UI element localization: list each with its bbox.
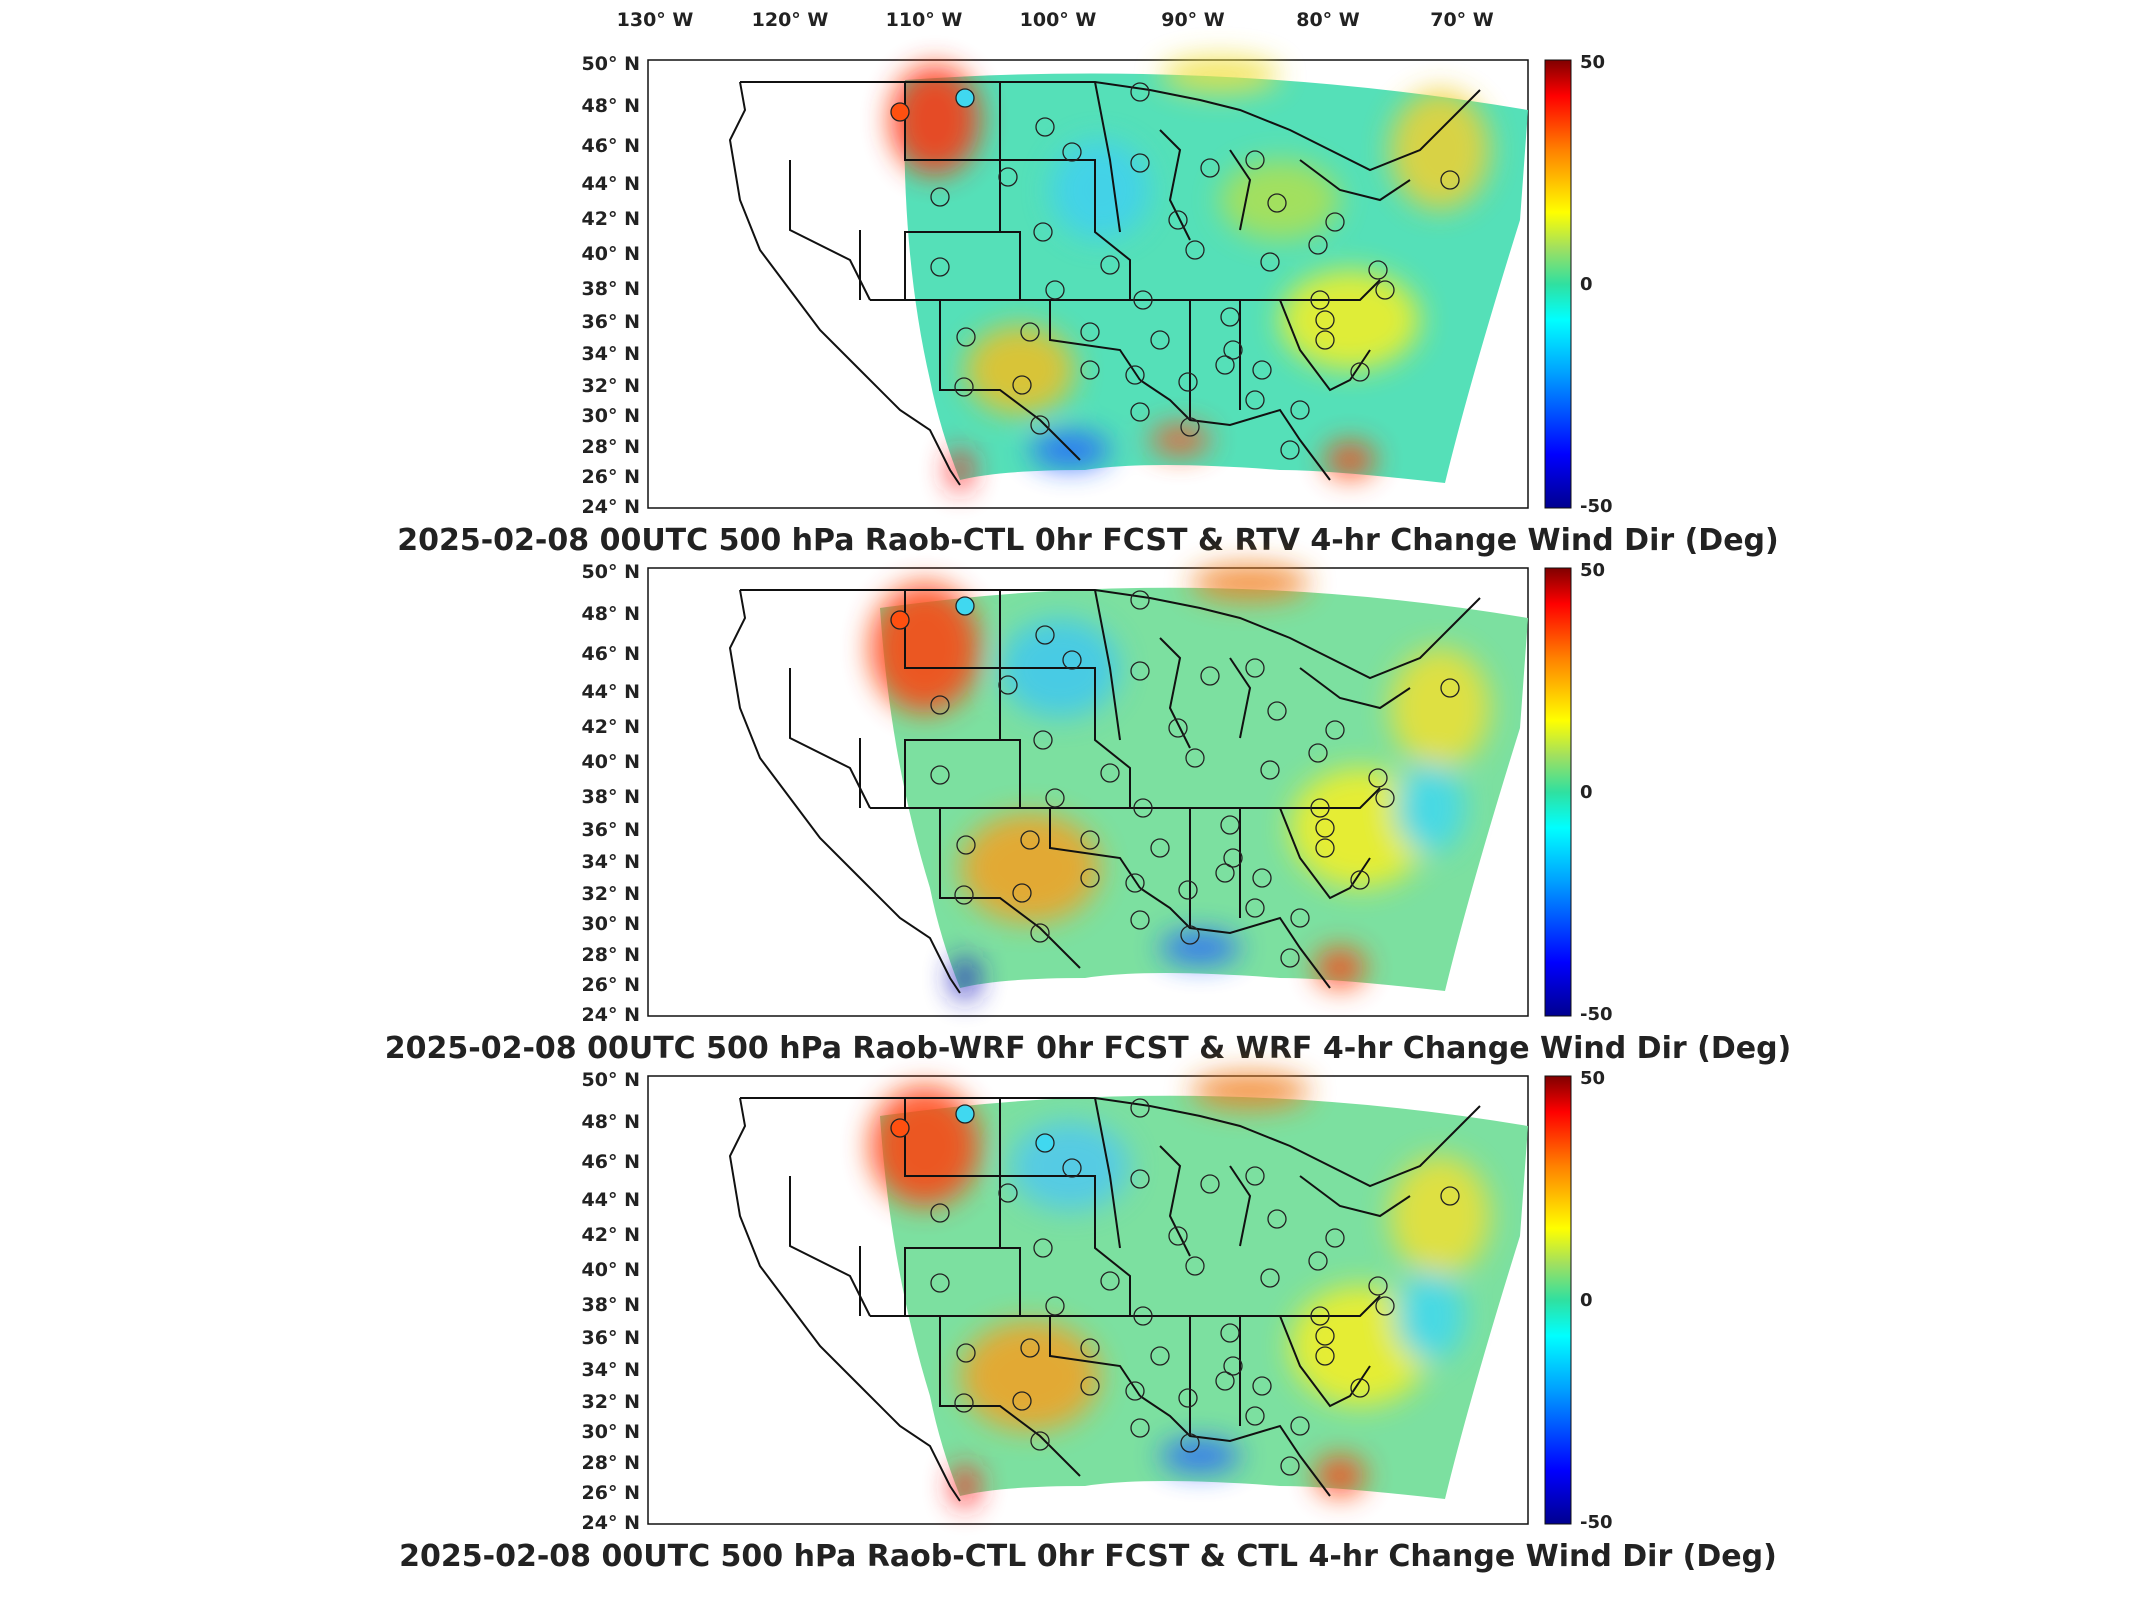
lat-label: 24° N	[582, 1512, 640, 1534]
lat-label: 28° N	[582, 436, 640, 458]
lat-label: 24° N	[582, 496, 640, 518]
lon-label: 100° W	[1020, 9, 1097, 31]
colorbar-max-label: 50	[1580, 52, 1605, 73]
state-boundaries	[728, 81, 1481, 486]
lon-label: 90° W	[1161, 9, 1225, 31]
lat-label: 50° N	[582, 53, 640, 75]
lat-label: 48° N	[582, 1111, 640, 1133]
colorbar	[1544, 1075, 1572, 1525]
lat-label: 26° N	[582, 466, 640, 488]
lat-label: 40° N	[582, 1259, 640, 1281]
lon-label: 110° W	[886, 9, 963, 31]
lat-label: 50° N	[582, 1069, 640, 1091]
panel-title: 2025-02-08 00UTC 500 hPa Raob-CTL 0hr FC…	[399, 1539, 1777, 1574]
lat-label: 46° N	[582, 135, 640, 157]
lat-label: 48° N	[582, 603, 640, 625]
lat-label: 30° N	[582, 1421, 640, 1443]
lat-label: 36° N	[582, 311, 640, 333]
lat-label: 24° N	[582, 1004, 640, 1026]
lat-label: 42° N	[582, 208, 640, 230]
lat-label: 28° N	[582, 1452, 640, 1474]
lat-label: 40° N	[582, 243, 640, 265]
lat-label: 48° N	[582, 95, 640, 117]
wind-direction-field	[870, 565, 1528, 1000]
map-panel-2: 50° N 48° N 46° N 44° N 42° N 40° N 38° …	[385, 560, 1792, 1066]
lat-label: 28° N	[582, 944, 640, 966]
wind-direction-field	[890, 57, 1528, 492]
lat-label: 26° N	[582, 974, 640, 996]
lat-label: 46° N	[582, 643, 640, 665]
lat-label: 46° N	[582, 1151, 640, 1173]
latitude-labels: 50° N 48° N 46° N 44° N 42° N 40° N 38° …	[582, 53, 640, 518]
raob-stations	[890, 1098, 1460, 1476]
raob-stations	[890, 82, 1460, 460]
map-panel-3: 50° N 48° N 46° N 44° N 42° N 40° N 38° …	[399, 1068, 1777, 1574]
colorbar-mid-label: 0	[1580, 274, 1593, 295]
colorbar	[1544, 59, 1572, 509]
colorbar-min-label: -50	[1580, 1004, 1613, 1025]
lat-label: 30° N	[582, 913, 640, 935]
lat-label: 36° N	[582, 819, 640, 841]
lon-label: 130° W	[617, 9, 694, 31]
colorbar-min-label: -50	[1580, 496, 1613, 517]
latitude-labels: 50° N 48° N 46° N 44° N 42° N 40° N 38° …	[582, 561, 640, 1026]
lat-label: 32° N	[582, 883, 640, 905]
panel-title: 2025-02-08 00UTC 500 hPa Raob-CTL 0hr FC…	[397, 523, 1779, 558]
lat-label: 44° N	[582, 681, 640, 703]
lat-label: 32° N	[582, 1391, 640, 1413]
latitude-labels: 50° N 48° N 46° N 44° N 42° N 40° N 38° …	[582, 1069, 640, 1534]
lat-label: 34° N	[582, 1359, 640, 1381]
colorbar-max-label: 50	[1580, 1068, 1605, 1089]
lat-label: 44° N	[582, 173, 640, 195]
colorbar-mid-label: 0	[1580, 782, 1593, 803]
lat-label: 42° N	[582, 1224, 640, 1246]
lat-label: 26° N	[582, 1482, 640, 1504]
state-boundaries	[728, 589, 1481, 994]
lon-label: 80° W	[1296, 9, 1360, 31]
lat-label: 38° N	[582, 1294, 640, 1316]
lat-label: 42° N	[582, 716, 640, 738]
colorbar-mid-label: 0	[1580, 1290, 1593, 1311]
longitude-labels: 130° W 120° W 110° W 100° W 90° W 80° W …	[617, 9, 1494, 31]
lat-label: 36° N	[582, 1327, 640, 1349]
raob-stations	[890, 590, 1460, 968]
lon-label: 120° W	[752, 9, 829, 31]
lat-label: 44° N	[582, 1189, 640, 1211]
map-panel-1: 50° N 48° N 46° N 44° N 42° N 40° N 38° …	[397, 52, 1779, 558]
lat-label: 34° N	[582, 343, 640, 365]
lat-label: 50° N	[582, 561, 640, 583]
panel-title: 2025-02-08 00UTC 500 hPa Raob-WRF 0hr FC…	[385, 1031, 1792, 1066]
lat-label: 38° N	[582, 278, 640, 300]
lat-label: 32° N	[582, 375, 640, 397]
lat-label: 38° N	[582, 786, 640, 808]
lat-label: 30° N	[582, 405, 640, 427]
colorbar-min-label: -50	[1580, 1512, 1613, 1533]
lon-label: 70° W	[1430, 9, 1494, 31]
colorbar	[1544, 567, 1572, 1017]
colorbar-max-label: 50	[1580, 560, 1605, 581]
lat-label: 40° N	[582, 751, 640, 773]
lat-label: 34° N	[582, 851, 640, 873]
